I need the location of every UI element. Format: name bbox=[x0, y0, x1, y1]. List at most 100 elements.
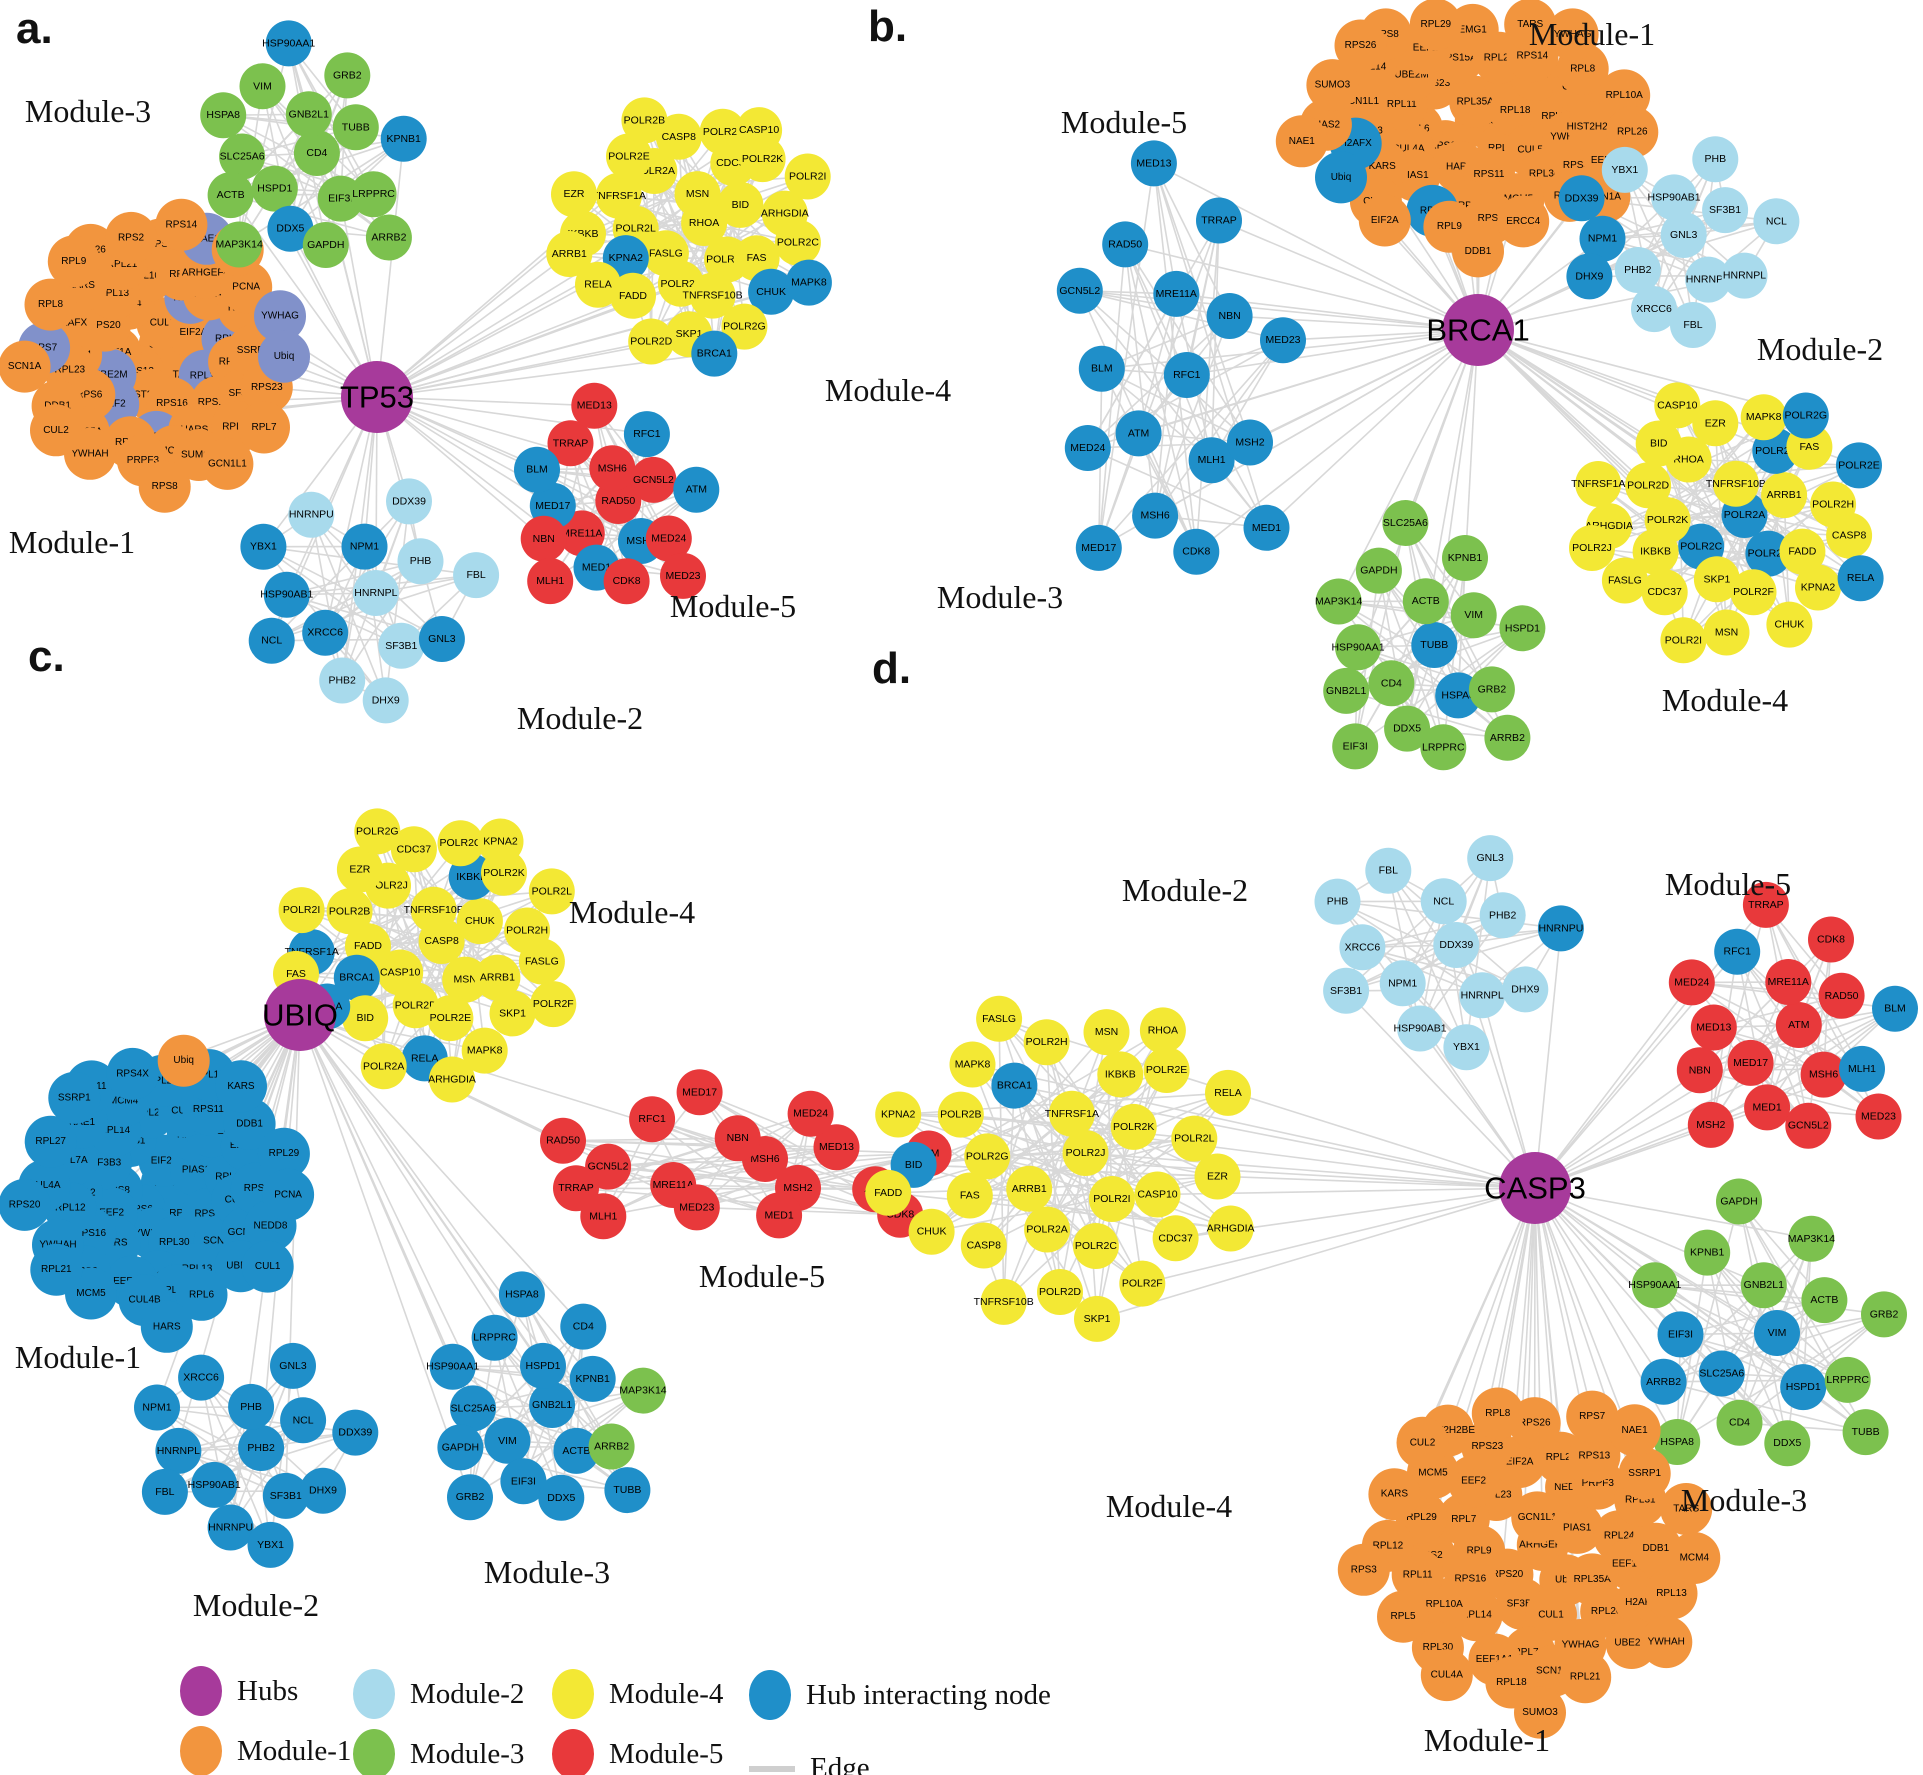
node-d-CASP8[interactable] bbox=[960, 1222, 1007, 1269]
node-c-ARRB1[interactable] bbox=[474, 954, 521, 1001]
node-d-MAP3K14[interactable] bbox=[1788, 1215, 1835, 1262]
node-d-MAPK8[interactable] bbox=[949, 1041, 996, 1088]
node-b-CDC37[interactable] bbox=[1641, 569, 1688, 616]
node-a-CASP10[interactable] bbox=[736, 107, 783, 154]
node-d-XRCC6[interactable] bbox=[1339, 924, 1386, 971]
node-a-ARRB2[interactable] bbox=[365, 214, 412, 261]
node-b-CASP10[interactable] bbox=[1654, 382, 1701, 429]
node-a-ATM[interactable] bbox=[673, 466, 720, 513]
node-b-MRE11A[interactable] bbox=[1153, 270, 1200, 317]
node-d-FBL[interactable] bbox=[1365, 847, 1412, 894]
node-c-CUL1[interactable] bbox=[241, 1240, 294, 1293]
node-b-EIF2A[interactable] bbox=[1358, 194, 1411, 247]
node-b-KPNB1[interactable] bbox=[1442, 535, 1488, 581]
node-b-PHB2[interactable] bbox=[1614, 247, 1661, 293]
node-d-HSP90AA1[interactable] bbox=[1631, 1262, 1678, 1309]
node-a-GCN1L1[interactable] bbox=[201, 437, 254, 490]
node-b-HNRNPL[interactable] bbox=[1721, 252, 1768, 299]
node-d-TUBB[interactable] bbox=[1842, 1409, 1889, 1456]
node-c-POLR2I[interactable] bbox=[278, 887, 325, 934]
node-b-MSH2[interactable] bbox=[1227, 419, 1273, 466]
node-a-PHB[interactable] bbox=[397, 538, 444, 585]
node-b-NAE1[interactable] bbox=[1275, 115, 1328, 168]
node-d-RPS7[interactable] bbox=[1566, 1390, 1619, 1443]
node-d-RPS13[interactable] bbox=[1568, 1430, 1621, 1482]
node-b-MED23[interactable] bbox=[1260, 317, 1306, 364]
node-b-HNRNPU[interactable] bbox=[1685, 256, 1732, 303]
node-b-XRCC6[interactable] bbox=[1631, 286, 1677, 333]
node-d-CUL2[interactable] bbox=[1396, 1416, 1449, 1469]
node-a-LRPPRC[interactable] bbox=[350, 171, 397, 218]
node-d-POLR2F[interactable] bbox=[1119, 1260, 1166, 1307]
node-b-MLH1[interactable] bbox=[1188, 437, 1235, 484]
node-d-CUL4A[interactable] bbox=[1420, 1649, 1473, 1702]
node-c-MED13[interactable] bbox=[813, 1124, 860, 1171]
node-d-RPL8[interactable] bbox=[1471, 1387, 1524, 1440]
node-d-MED17[interactable] bbox=[1727, 1039, 1774, 1086]
node-b-TNFRSF1A[interactable] bbox=[1575, 461, 1622, 507]
node-d-TNFRSF1A[interactable] bbox=[1048, 1090, 1095, 1137]
node-a-Ubiq[interactable] bbox=[258, 330, 310, 383]
node-b-GNL3[interactable] bbox=[1660, 212, 1707, 258]
node-d-POLR2B[interactable] bbox=[937, 1091, 984, 1138]
node-c-RPL6[interactable] bbox=[175, 1268, 228, 1321]
node-d-MLH1[interactable] bbox=[1839, 1045, 1885, 1092]
node-b-ACTB[interactable] bbox=[1402, 578, 1449, 625]
hub-node-UBIQ[interactable] bbox=[264, 979, 336, 1051]
node-a-BRCA1[interactable] bbox=[691, 330, 738, 377]
node-d-RHOA[interactable] bbox=[1139, 1007, 1186, 1054]
node-b-POLR2F[interactable] bbox=[1730, 569, 1777, 616]
node-d-BRCA1[interactable] bbox=[991, 1062, 1038, 1109]
node-c-POLR2D[interactable] bbox=[392, 982, 439, 1029]
node-b-POLR2E[interactable] bbox=[1836, 442, 1882, 489]
node-a-MAPK8[interactable] bbox=[785, 259, 832, 306]
node-b-RPS26[interactable] bbox=[1334, 19, 1387, 72]
node-c-RPS4X[interactable] bbox=[106, 1047, 159, 1100]
node-a-BID[interactable] bbox=[717, 181, 764, 228]
node-d-TNFRSF10B[interactable] bbox=[980, 1278, 1027, 1325]
node-a-BLM[interactable] bbox=[514, 446, 560, 493]
node-b-ATM[interactable] bbox=[1115, 410, 1162, 457]
node-c-ARRB2[interactable] bbox=[588, 1423, 635, 1470]
node-d-MSH6[interactable] bbox=[1800, 1051, 1847, 1098]
node-a-CDK8[interactable] bbox=[603, 558, 650, 605]
node-c-RPS20[interactable] bbox=[0, 1178, 51, 1231]
node-c-PCNA[interactable] bbox=[262, 1168, 315, 1221]
node-a-RPS8[interactable] bbox=[138, 460, 191, 513]
node-c-RFC1[interactable] bbox=[629, 1096, 676, 1143]
node-d-HSPD1[interactable] bbox=[1780, 1364, 1827, 1411]
node-c-POLR2C[interactable] bbox=[437, 820, 484, 867]
node-c-MAP3K14[interactable] bbox=[620, 1367, 666, 1414]
node-d-GRB2[interactable] bbox=[1861, 1291, 1907, 1338]
node-c-HARS[interactable] bbox=[140, 1300, 193, 1353]
node-d-KARS[interactable] bbox=[1368, 1468, 1421, 1521]
node-c-MED23[interactable] bbox=[673, 1184, 720, 1231]
node-a-PHB2[interactable] bbox=[319, 657, 366, 704]
node-b-NBN[interactable] bbox=[1206, 293, 1253, 339]
node-d-MCM4[interactable] bbox=[1668, 1532, 1721, 1584]
node-c-GAPDH[interactable] bbox=[437, 1424, 484, 1471]
node-b-DDX39[interactable] bbox=[1558, 175, 1605, 222]
node-d-MED13[interactable] bbox=[1690, 1004, 1737, 1051]
node-d-NCL[interactable] bbox=[1420, 878, 1467, 925]
node-d-HNRNPL[interactable] bbox=[1459, 972, 1506, 1019]
node-c-GNB2L1[interactable] bbox=[529, 1382, 576, 1428]
node-a-MED24[interactable] bbox=[645, 515, 692, 562]
node-a-HSPA8[interactable] bbox=[200, 92, 247, 139]
node-a-MLH1[interactable] bbox=[527, 558, 574, 605]
node-c-BRCA1[interactable] bbox=[333, 954, 380, 1001]
node-b-DHX9[interactable] bbox=[1566, 253, 1613, 300]
node-a-GNL3[interactable] bbox=[418, 616, 465, 662]
node-b-TRRAP[interactable] bbox=[1196, 197, 1242, 244]
node-c-FASLG[interactable] bbox=[518, 938, 565, 985]
node-c-XRCC6[interactable] bbox=[178, 1354, 225, 1401]
node-a-XRCC6[interactable] bbox=[302, 609, 349, 656]
node-a-RPS2[interactable] bbox=[105, 211, 157, 264]
node-a-MED13[interactable] bbox=[571, 382, 618, 429]
node-b-MAP3K14[interactable] bbox=[1315, 578, 1362, 625]
node-a-HSP90AB1[interactable] bbox=[263, 571, 310, 618]
node-b-DDX5[interactable] bbox=[1384, 705, 1431, 752]
node-a-MSH6[interactable] bbox=[589, 445, 636, 492]
node-d-NPM1[interactable] bbox=[1379, 960, 1426, 1007]
node-d-YBX1[interactable] bbox=[1443, 1024, 1490, 1071]
